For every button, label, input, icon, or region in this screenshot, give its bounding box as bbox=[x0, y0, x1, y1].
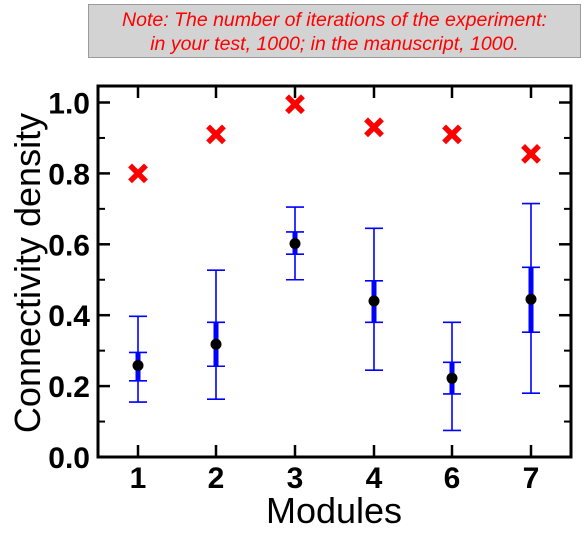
note-box: Note: The number of iterations of the ex… bbox=[88, 4, 581, 58]
y-tick-label: 0.0 bbox=[48, 442, 90, 475]
mean-point bbox=[525, 293, 537, 305]
x-marker-stroke bbox=[442, 124, 462, 145]
x-tick-label: 7 bbox=[523, 462, 540, 495]
mean-point bbox=[132, 360, 144, 372]
y-tick-label: 1.0 bbox=[48, 88, 90, 121]
x-marker bbox=[521, 144, 541, 164]
mean-point bbox=[289, 238, 301, 250]
y-axis-title: Connectivity density bbox=[7, 113, 48, 433]
mean-point bbox=[210, 338, 222, 350]
x-marker bbox=[285, 94, 305, 115]
x-marker-stroke bbox=[521, 144, 541, 164]
x-tick-label: 2 bbox=[208, 462, 225, 495]
plot-frame bbox=[96, 84, 573, 459]
mean-point bbox=[368, 295, 380, 307]
y-tick-label: 0.4 bbox=[48, 300, 90, 333]
x-marker-stroke bbox=[285, 94, 305, 115]
y-tick-label: 0.8 bbox=[48, 158, 90, 191]
x-marker bbox=[364, 117, 384, 138]
note-line-2: in your test, 1000; in the manuscript, 1… bbox=[150, 33, 519, 55]
x-marker-stroke bbox=[206, 124, 226, 145]
x-tick-label: 6 bbox=[444, 462, 461, 495]
x-tick-label: 1 bbox=[130, 462, 147, 495]
note-line-1: Note: The number of iterations of the ex… bbox=[122, 9, 547, 31]
x-marker-stroke bbox=[364, 117, 384, 138]
x-marker-stroke bbox=[128, 163, 148, 184]
x-marker bbox=[128, 163, 148, 184]
y-tick-label: 0.6 bbox=[48, 229, 90, 262]
x-tick-label: 3 bbox=[287, 462, 304, 495]
y-tick-label: 0.2 bbox=[48, 371, 90, 404]
x-axis-title: Modules bbox=[266, 490, 402, 531]
x-tick-label: 4 bbox=[366, 462, 383, 495]
x-marker bbox=[206, 124, 226, 145]
mean-point bbox=[446, 372, 458, 384]
x-marker bbox=[442, 124, 462, 145]
